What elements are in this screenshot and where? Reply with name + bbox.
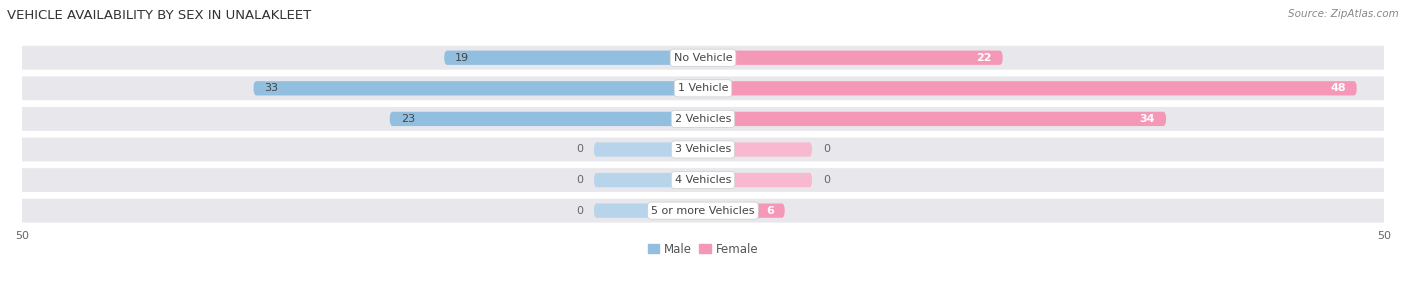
Text: 34: 34 (1140, 114, 1156, 124)
Text: Source: ZipAtlas.com: Source: ZipAtlas.com (1288, 9, 1399, 19)
FancyBboxPatch shape (595, 142, 703, 157)
FancyBboxPatch shape (15, 76, 1391, 100)
FancyBboxPatch shape (703, 51, 1002, 65)
Text: 2 Vehicles: 2 Vehicles (675, 114, 731, 124)
FancyBboxPatch shape (15, 168, 1391, 192)
Text: 19: 19 (456, 53, 470, 63)
Text: 3 Vehicles: 3 Vehicles (675, 145, 731, 155)
Text: 0: 0 (576, 145, 583, 155)
FancyBboxPatch shape (595, 173, 703, 187)
Text: VEHICLE AVAILABILITY BY SEX IN UNALAKLEET: VEHICLE AVAILABILITY BY SEX IN UNALAKLEE… (7, 9, 311, 22)
Text: 4 Vehicles: 4 Vehicles (675, 175, 731, 185)
FancyBboxPatch shape (15, 107, 1391, 131)
Text: 0: 0 (576, 175, 583, 185)
Text: 48: 48 (1330, 83, 1346, 93)
Text: No Vehicle: No Vehicle (673, 53, 733, 63)
Text: 0: 0 (823, 175, 830, 185)
Text: 22: 22 (976, 53, 991, 63)
FancyBboxPatch shape (15, 199, 1391, 223)
FancyBboxPatch shape (703, 203, 785, 218)
Text: 33: 33 (264, 83, 278, 93)
Text: 23: 23 (401, 114, 415, 124)
FancyBboxPatch shape (703, 112, 1166, 126)
FancyBboxPatch shape (15, 138, 1391, 161)
FancyBboxPatch shape (15, 46, 1391, 70)
Text: 0: 0 (576, 206, 583, 216)
FancyBboxPatch shape (703, 81, 1357, 95)
FancyBboxPatch shape (253, 81, 703, 95)
Text: 5 or more Vehicles: 5 or more Vehicles (651, 206, 755, 216)
Text: 6: 6 (766, 206, 773, 216)
FancyBboxPatch shape (444, 51, 703, 65)
Text: 0: 0 (823, 145, 830, 155)
FancyBboxPatch shape (703, 142, 811, 157)
Legend: Male, Female: Male, Female (643, 238, 763, 260)
FancyBboxPatch shape (389, 112, 703, 126)
FancyBboxPatch shape (595, 203, 703, 218)
FancyBboxPatch shape (703, 173, 811, 187)
Text: 1 Vehicle: 1 Vehicle (678, 83, 728, 93)
